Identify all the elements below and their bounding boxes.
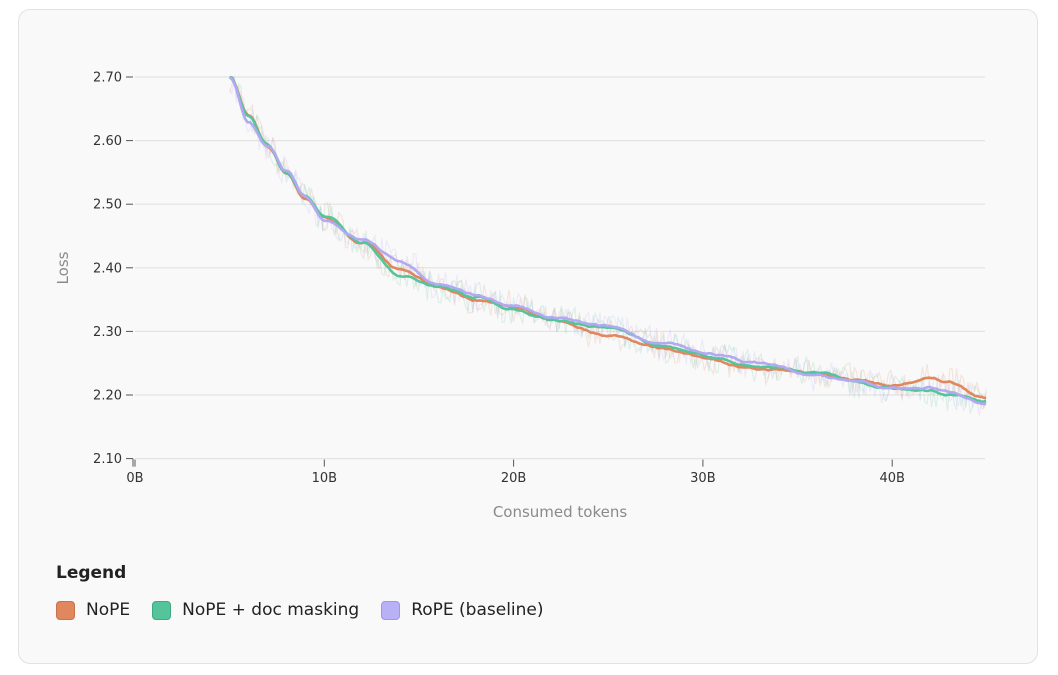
chart-card [18,9,1038,664]
legend-label: NoPE [86,600,131,620]
y-tick-label: 2.50 [93,198,122,213]
x-tick-label: 30B [690,471,715,486]
y-tick-label: 2.60 [93,134,122,149]
y-tick-label: 2.70 [93,71,122,86]
raw-line [229,75,987,414]
legend-label: NoPE + doc masking [182,600,360,620]
raw-series-lines [229,75,987,416]
smoothed-series-lines [228,75,987,406]
x-tick-label: 20B [501,471,526,486]
x-tick-label: 0B [126,471,143,486]
raw-line [229,76,987,410]
nope-doc-masking-swatch-icon [152,600,172,620]
series-line [229,75,987,404]
x-axis-title: Consumed tokens [493,503,628,521]
nope-swatch-icon [56,600,75,620]
legend-item-rope-baseline[interactable]: RoPE (baseline) [381,600,544,620]
x-tick-label: 40B [879,471,904,486]
y-tick-label: 2.30 [93,325,122,340]
series-line [228,76,987,406]
y-axis-title: Loss [54,251,72,284]
legend-title: Legend [56,563,127,583]
raw-line [229,78,987,416]
x-tick-label: 10B [312,471,337,486]
y-axis: 2.70 2.60 2.50 2.40 2.30 2.20 2.10 [93,71,134,467]
y-tick-label: 2.20 [93,389,122,404]
gridlines [135,76,985,460]
legend-label: RoPE (baseline) [411,600,544,620]
loss-chart: 2.70 2.60 2.50 2.40 2.30 2.20 2.10 0B 10B 20B 30B… [54,71,987,521]
rope-baseline-swatch-icon [381,600,401,620]
y-tick-label: 2.10 [93,452,122,467]
legend-item-nope[interactable]: NoPE [56,600,130,620]
legend: NoPE NoPE + doc masking RoPE (baseline) [56,600,566,620]
legend-item-nope-doc-masking[interactable]: NoPE + doc masking [152,600,359,620]
series-line [229,75,987,400]
y-tick-label: 2.40 [93,261,122,276]
x-axis: 0B 10B 20B 30B 40B [126,459,905,486]
